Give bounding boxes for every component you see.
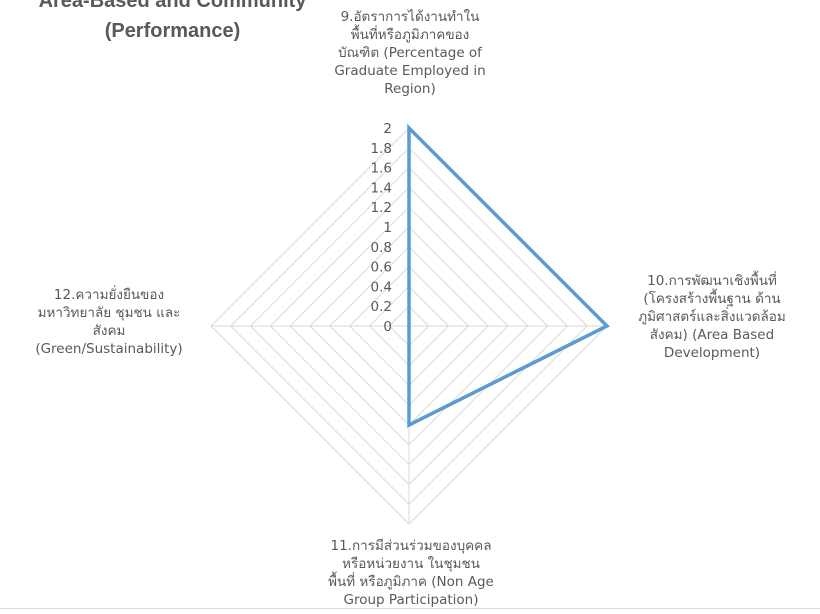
axis-label-top-line: Graduate Employed in (334, 63, 486, 79)
axis-label-bottom: 11.การมีส่วนร่วมของบุคคล หรือหน่วยงาน ใน… (297, 537, 525, 609)
axis-label-right-line: (โครงสร้างพื้นฐาน ด้าน (643, 291, 781, 307)
tick-label: 0.8 (371, 240, 392, 256)
tick-label: 1.4 (371, 180, 392, 196)
tick-label: 0 (383, 319, 392, 335)
tick-label: 1.2 (371, 200, 392, 216)
tick-label: 1.6 (371, 161, 392, 177)
axis-label-top-line: 9.อัตราการได้งานทำใน (340, 9, 480, 25)
axis-label-bottom-line: 11.การมีส่วนร่วมของบุคคล (330, 538, 492, 554)
axis-label-top-line: บัณฑิต (Percentage of (338, 45, 482, 61)
axis-label-left-line: (Green/Sustainability) (35, 341, 183, 357)
chart-title-line-1: Area-Based and Community (38, 0, 307, 12)
axis-label-left-line: 12.ความยั่งยืนของ (53, 287, 165, 303)
tick-label: 0.2 (371, 299, 392, 315)
axis-label-bottom-line: หรือหน่วยงาน ในชุมชน (342, 556, 480, 572)
axis-label-right-line: Development) (663, 345, 761, 361)
tick-label: 1.8 (371, 141, 392, 157)
axis-label-left-line: มหาวิทยาลัย ชุมชน และ (37, 305, 181, 321)
axis-label-right-line: ภูมิศาสตร์และสิ่งแวดล้อม (638, 309, 786, 325)
axis-label-left: 12.ความยั่งยืนของ มหาวิทยาลัย ชุมชน และ … (4, 286, 214, 358)
axis-label-top-line: Region) (384, 81, 436, 97)
axis-label-bottom-line: Group Participation) (343, 592, 479, 608)
axis-label-top-line: พื้นที่หรือภูมิภาคของ (350, 27, 470, 43)
axis-label-left-line: สังคม (92, 323, 126, 339)
frame-bottom-border (0, 608, 820, 609)
tick-label: 2 (383, 121, 392, 137)
chart-title-line-2: (Performance) (104, 20, 241, 42)
axis-label-right-line: 10.การพัฒนาเชิงพื้นที่ (647, 273, 777, 289)
axis-label-right-line: สังคม) (Area Based (649, 327, 775, 343)
axis-label-top: 9.อัตราการได้งานทำใน พื้นที่หรือภูมิภาคข… (310, 8, 510, 98)
tick-label: 0.4 (371, 279, 392, 295)
chart-title: Area-Based and Community (Performance) (0, 0, 345, 46)
axis-label-right: 10.การพัฒนาเชิงพื้นที่ (โครงสร้างพื้นฐาน… (604, 272, 820, 362)
axis-label-bottom-line: พื้นที่ หรือภูมิภาค (Non Age (328, 574, 494, 590)
tick-label: 0.6 (371, 260, 392, 276)
tick-label: 1 (383, 220, 392, 236)
